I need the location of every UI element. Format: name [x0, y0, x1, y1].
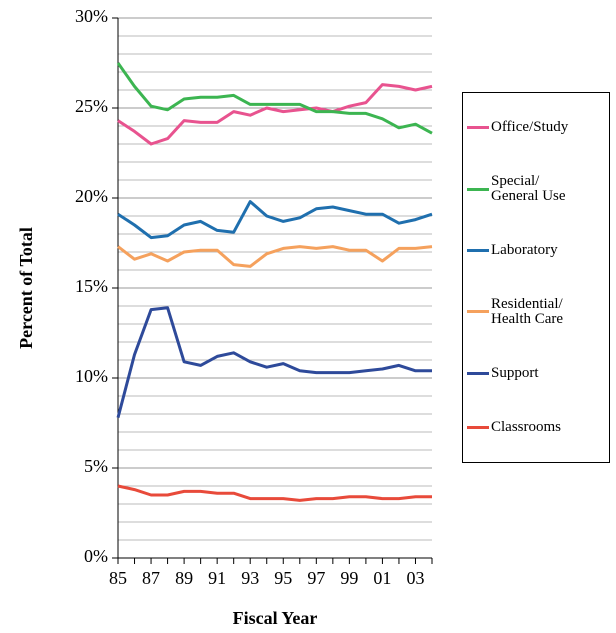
x-tick-label: 95	[274, 568, 292, 588]
x-tick-label: 03	[406, 568, 424, 588]
x-tick-label: 93	[241, 568, 259, 588]
series-line	[117, 484, 432, 502]
series-line	[117, 245, 433, 268]
y-axis-title: Percent of Total	[16, 227, 36, 349]
legend-label: Residential/ Health Care	[491, 295, 564, 327]
series-line	[116, 306, 432, 418]
legend-entry: Office/Study	[463, 120, 609, 135]
legend-entry: Residential/ Health Care	[463, 295, 609, 327]
x-tick-label: 91	[208, 568, 226, 588]
x-tick-label: 85	[109, 568, 127, 588]
y-tick-label: 5%	[84, 456, 108, 476]
legend-label: Laboratory	[491, 242, 558, 259]
y-tick-label: 0%	[84, 546, 108, 566]
legend: Office/Study Special/ General Use Laborato…	[462, 92, 610, 463]
series-line	[116, 62, 433, 135]
y-tick-label: 20%	[75, 186, 108, 206]
legend-label: Classrooms	[491, 418, 562, 435]
x-tick-label: 01	[373, 568, 391, 588]
legend-swatch	[467, 249, 489, 253]
y-tick-label: 15%	[75, 276, 108, 296]
legend-label: Office/Study	[491, 119, 569, 136]
series-line	[117, 83, 433, 146]
series-line	[117, 200, 433, 240]
x-tick-label: 87	[142, 568, 160, 588]
legend-swatch	[467, 126, 489, 130]
legend-swatch	[467, 425, 489, 429]
legend-swatch	[467, 187, 489, 191]
legend-entry: Special/ General Use	[463, 174, 609, 204]
legend-entry: Support	[463, 364, 609, 381]
x-axis-title: Fiscal Year	[233, 608, 318, 628]
x-tick-label: 97	[307, 568, 325, 588]
legend-entry: Classrooms	[463, 418, 609, 435]
x-tick-label: 99	[340, 568, 358, 588]
legend-entry: Laboratory	[463, 243, 609, 258]
legend-swatch	[467, 371, 489, 375]
y-tick-label: 30%	[75, 6, 108, 26]
y-tick-label: 10%	[75, 366, 108, 386]
legend-label: Support	[491, 364, 539, 381]
legend-swatch	[467, 310, 489, 314]
x-tick-label: 89	[175, 568, 193, 588]
legend-label: Special/ General Use	[491, 173, 566, 205]
y-tick-label: 25%	[75, 96, 108, 116]
